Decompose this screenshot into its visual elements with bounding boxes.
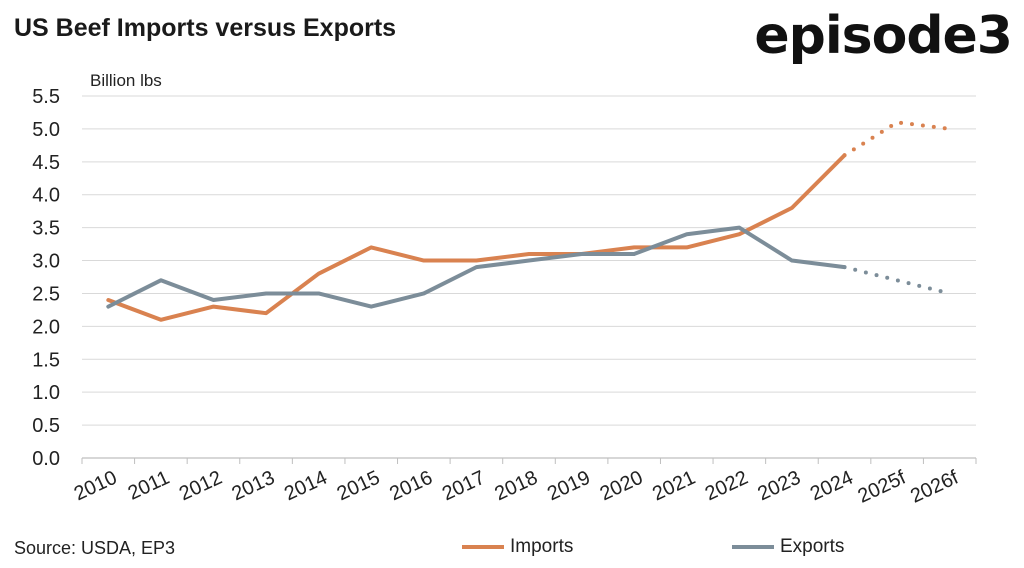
y-tick-label: 5.5 <box>32 86 60 108</box>
x-tick-label: 2010 <box>71 467 121 506</box>
x-tick-label: 2019 <box>544 467 594 506</box>
x-tick-label: 2011 <box>125 467 173 505</box>
y-tick-label: 5.0 <box>32 119 60 141</box>
x-tick-label: 2020 <box>597 467 647 506</box>
y-tick-label: 2.0 <box>32 316 60 338</box>
x-tick-label: 2022 <box>702 467 752 506</box>
x-tick-label: 2016 <box>386 467 436 506</box>
x-tick-label: 2026f <box>907 466 962 507</box>
x-tick-label: 2014 <box>281 467 331 506</box>
y-tick-label: 4.0 <box>32 185 60 207</box>
y-tick-label: 1.5 <box>32 349 60 371</box>
x-tick-label: 2013 <box>229 467 279 506</box>
legend-label-exports: Exports <box>780 536 845 557</box>
y-tick-label: 3.0 <box>32 251 60 273</box>
y-tick-label: 0.5 <box>32 415 60 437</box>
series-forecast-line-imports <box>842 120 952 158</box>
y-tick-label: 4.5 <box>32 152 60 174</box>
legend-item-exports: Exports <box>732 536 844 558</box>
legend-item-imports: Imports <box>462 536 573 558</box>
chart-title: US Beef Imports versus Exports <box>14 14 397 42</box>
x-tick-label: 2025f <box>855 466 910 507</box>
y-tick-label: 0.0 <box>32 448 60 470</box>
y-tick-label: 1.0 <box>32 382 60 404</box>
x-tick-label: 2021 <box>649 467 699 506</box>
legend-swatch-exports <box>732 545 774 549</box>
x-tick-label: 2024 <box>807 467 857 506</box>
x-tick-label: 2023 <box>754 467 804 506</box>
legend-label-imports: Imports <box>510 536 574 557</box>
x-tick-label: 2018 <box>491 467 541 506</box>
x-tick-label: 2017 <box>439 467 489 506</box>
x-tick-label: 2015 <box>334 467 384 506</box>
y-axis-label: Billion lbs <box>90 71 162 90</box>
x-tick-label: 2012 <box>176 467 226 506</box>
brand-logo: episode3 <box>754 6 1013 66</box>
series-line-imports <box>106 153 847 322</box>
legend-swatch-imports <box>462 545 504 549</box>
y-tick-label: 3.5 <box>32 218 60 240</box>
source-note: Source: USDA, EP3 <box>14 538 176 558</box>
y-tick-label: 2.5 <box>32 283 60 305</box>
